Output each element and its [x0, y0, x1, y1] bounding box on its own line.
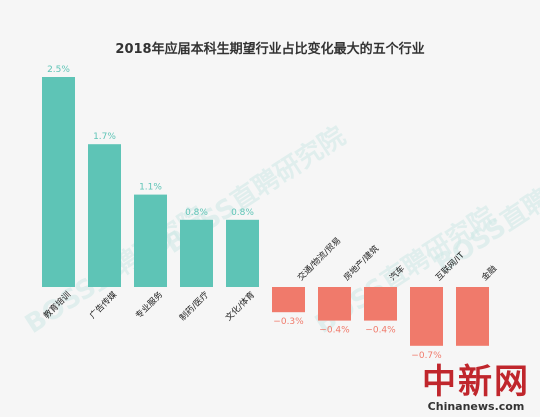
category-label-3: 制药/医疗: [177, 289, 211, 323]
value-label-7: −0.4%: [365, 326, 396, 336]
bar-3: [180, 219, 213, 287]
category-label-5: 交通/物流/贸易: [295, 235, 343, 283]
bar-7: [364, 287, 397, 321]
value-label-5: −0.3%: [273, 317, 304, 327]
chinanews-logo: 中新网 Chinanews.com: [422, 364, 530, 413]
logo-en-text: Chinanews.com: [427, 400, 525, 413]
value-label-4: 0.8%: [231, 208, 254, 218]
bar-9: [456, 287, 489, 346]
value-label-6: −0.4%: [319, 326, 350, 336]
value-label-3: 0.8%: [185, 208, 208, 218]
category-label-9: 金融: [479, 263, 499, 283]
category-label-0: 教育培训: [41, 289, 73, 321]
bar-0: [42, 77, 75, 287]
bar-4: [226, 219, 259, 287]
bar-5: [272, 287, 305, 313]
bar-2: [134, 194, 167, 287]
category-label-8: 互联网/IT: [434, 250, 467, 283]
category-label-1: 广告传媒: [87, 289, 119, 321]
bar-8: [410, 287, 443, 346]
value-label-2: 1.1%: [139, 183, 162, 193]
bar-1: [88, 144, 121, 287]
logo-cn-text: 中新网: [422, 362, 530, 402]
category-label-7: 汽车: [387, 263, 407, 283]
value-label-8: −0.7%: [411, 351, 442, 361]
category-label-6: 房地产/建筑: [341, 243, 381, 283]
chart-title: 2018年应届本科生期望行业占比变化最大的五个行业: [115, 42, 425, 57]
value-label-1: 1.7%: [93, 132, 116, 142]
category-label-2: 专业服务: [133, 289, 165, 321]
category-label-4: 文化/体育: [223, 289, 257, 323]
value-label-0: 2.5%: [47, 65, 70, 75]
bar-6: [318, 287, 351, 321]
